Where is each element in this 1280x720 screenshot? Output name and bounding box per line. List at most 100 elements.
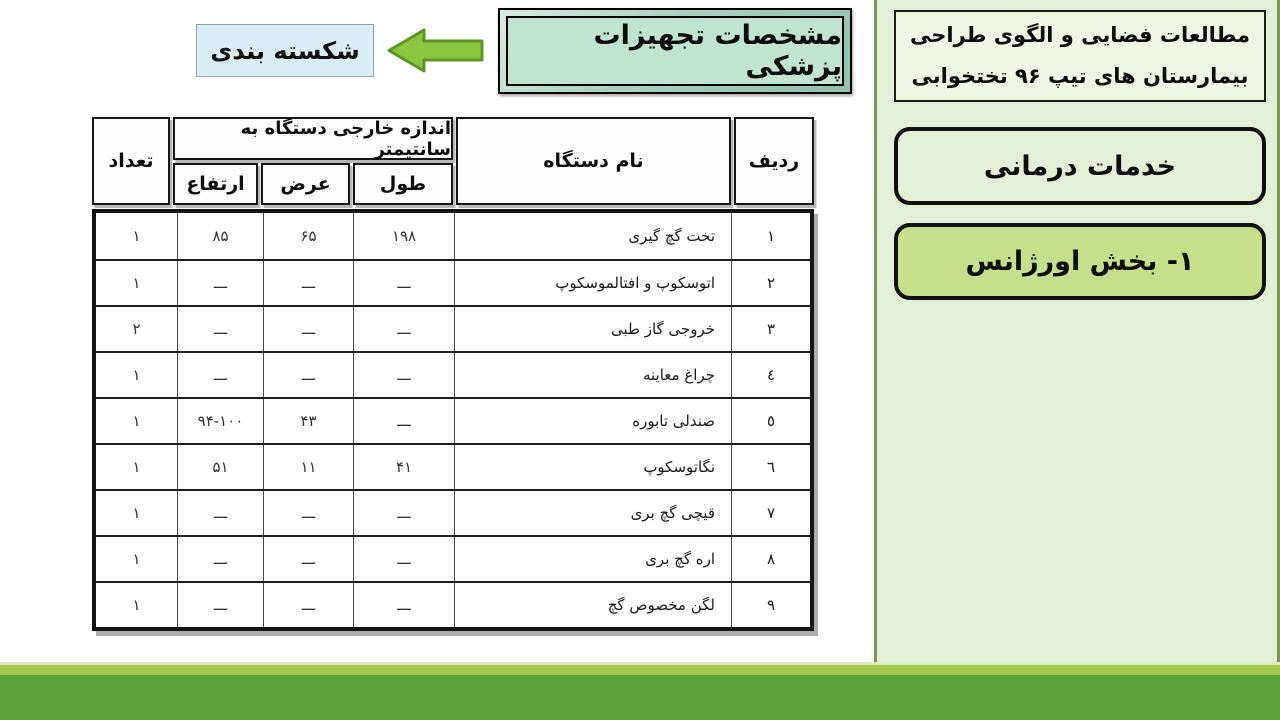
table-cell-width: ـــ (263, 353, 353, 397)
header-cell-name: نام دستگاه (456, 117, 731, 205)
table-cell-radif: ۲ (731, 261, 810, 305)
table-cell-value: اتوسکوپ و افتالموسکوپ (555, 274, 715, 292)
table-cell-count: ۱ (96, 583, 177, 627)
table-cell-value: لگن مخصوص گچ (607, 596, 715, 614)
service-box: خدمات درمانی (894, 127, 1266, 205)
table-row: ٤ چراغ معاینه ـــ ـــ ـــ ۱ (96, 351, 810, 397)
table-cell-value: نگاتوسکوپ (643, 458, 715, 476)
table-cell-value: ۱ (132, 596, 141, 614)
table-cell-height: ۸۵ (177, 213, 263, 259)
table-cell-length: ـــ (353, 261, 454, 305)
table-cell-value: ۴۱ (395, 458, 413, 476)
footer-accent-stripe (0, 665, 1280, 675)
header-label-size-group: اندازه خارجی دستگاه به سانتیمتر (240, 117, 451, 160)
table-row: ۷ قیچی گچ بری ـــ ـــ ـــ ۱ (96, 489, 810, 535)
table-cell-value: ـــ (301, 366, 316, 384)
table-cell-height: ۹۴-۱۰۰ (177, 399, 263, 443)
table-cell-value: اره گچ بری (645, 550, 715, 568)
emergency-department-box: ۱- بخش اورژانس (894, 223, 1266, 300)
table-cell-value: ۸ (766, 550, 776, 568)
table-cell-value: ۱ (132, 458, 141, 476)
table-cell-width: ـــ (263, 537, 353, 581)
table-cell-value: ٥ (766, 412, 776, 430)
sidebar: مطالعات فضایی و الگوی طراحی بیمارستان ها… (874, 0, 1280, 666)
table-cell-value: ـــ (213, 550, 228, 568)
footer-bar (0, 675, 1280, 720)
sidebar-title-line1: مطالعات فضایی و الگوی طراحی (910, 23, 1250, 47)
table-cell-length: ـــ (353, 491, 454, 535)
table-cell-value: تخت گچ گیری (628, 227, 715, 245)
table-row: ٥ صندلی تابوره ـــ ۴۳ ۹۴-۱۰۰ ۱ (96, 397, 810, 443)
table-cell-name: چراغ معاینه (454, 353, 731, 397)
table-cell-value: چراغ معاینه (642, 366, 715, 384)
footer-pale-stripe (0, 662, 1280, 665)
table-cell-value: ـــ (397, 550, 411, 568)
table-row: ۸ اره گچ بری ـــ ـــ ـــ ۱ (96, 535, 810, 581)
table-cell-width: ـــ (263, 491, 353, 535)
table-cell-value: ـــ (213, 596, 228, 614)
table-cell-value: ۲ (132, 320, 141, 338)
table-cell-value: ۱ (766, 227, 776, 245)
table-cell-length: ـــ (353, 307, 454, 351)
table-cell-value: ـــ (397, 274, 411, 292)
table-cell-name: اتوسکوپ و افتالموسکوپ (454, 261, 731, 305)
table-cell-width: ـــ (263, 261, 353, 305)
table-cell-radif: ۹ (731, 583, 810, 627)
table-cell-length: ـــ (353, 353, 454, 397)
header-cell-length: طول (353, 163, 453, 205)
table-cell-length: ۱۹۸ (353, 213, 454, 259)
table-cell-height: ـــ (177, 583, 263, 627)
service-label: خدمات درمانی (983, 150, 1177, 182)
table-cell-height: ـــ (177, 537, 263, 581)
emergency-department-label: ۱- بخش اورژانس (965, 246, 1195, 277)
table-cell-width: ۶۵ (263, 213, 353, 259)
table-cell-height: ۵۱ (177, 445, 263, 489)
table-cell-value: ۱ (132, 366, 141, 384)
table-cell-value: ۹۴-۱۰۰ (197, 412, 244, 430)
spec-title-frame: مشخصات تجهیزات پزشکی (498, 8, 852, 94)
table-cell-width: ـــ (263, 307, 353, 351)
table-cell-width: ۱۱ (263, 445, 353, 489)
table-cell-radif: ٥ (731, 399, 810, 443)
fracture-section-box: شکسته بندی (196, 24, 374, 77)
table-cell-value: ۴۳ (300, 412, 317, 430)
table-cell-value: ـــ (397, 320, 411, 338)
table-cell-radif: ٦ (731, 445, 810, 489)
table-cell-value: ـــ (301, 320, 316, 338)
table-cell-value: ـــ (213, 274, 228, 292)
table-cell-name: صندلی تابوره (454, 399, 731, 443)
sidebar-title-box: مطالعات فضایی و الگوی طراحی بیمارستان ها… (894, 10, 1266, 102)
header-cell-count: تعداد (92, 117, 170, 205)
table-cell-value: ـــ (213, 320, 228, 338)
table-cell-count: ۱ (96, 537, 177, 581)
header-cell-radif: ردیف (734, 117, 814, 205)
table-cell-value: ـــ (301, 596, 316, 614)
table-cell-name: قیچی گچ بری (454, 491, 731, 535)
table-cell-value: قیچی گچ بری (630, 504, 715, 522)
table-cell-height: ـــ (177, 491, 263, 535)
table-cell-value: ۱ (132, 412, 141, 430)
table-cell-value: ـــ (301, 504, 316, 522)
table-cell-count: ۲ (96, 307, 177, 351)
table-cell-name: تخت گچ گیری (454, 213, 731, 259)
table-row: ٦ نگاتوسکوپ ۴۱ ۱۱ ۵۱ ۱ (96, 443, 810, 489)
header-label-radif: ردیف (748, 150, 800, 172)
table-cell-radif: ۷ (731, 491, 810, 535)
table-cell-name: لگن مخصوص گچ (454, 583, 731, 627)
fracture-section-label: شکسته بندی (210, 36, 360, 65)
table-cell-value: ۱۹۸ (391, 227, 417, 245)
table-row: ۹ لگن مخصوص گچ ـــ ـــ ـــ ۱ (96, 581, 810, 627)
table-cell-value: ـــ (301, 274, 316, 292)
table-cell-radif: ۳ (731, 307, 810, 351)
table-cell-height: ـــ (177, 307, 263, 351)
table-cell-radif: ۸ (731, 537, 810, 581)
table-header: ردیف نام دستگاه اندازه خارجی دستگاه به س… (92, 117, 814, 205)
spec-title: مشخصات تجهیزات پزشکی (593, 20, 842, 82)
table-cell-value: ٦ (766, 458, 776, 476)
table-cell-value: ۲ (766, 274, 776, 292)
header-cell-height: ارتفاع (173, 163, 258, 205)
header-label-height: ارتفاع (186, 173, 245, 195)
table-cell-value: ـــ (397, 504, 411, 522)
table-cell-width: ـــ (263, 583, 353, 627)
table-cell-length: ۴۱ (353, 445, 454, 489)
